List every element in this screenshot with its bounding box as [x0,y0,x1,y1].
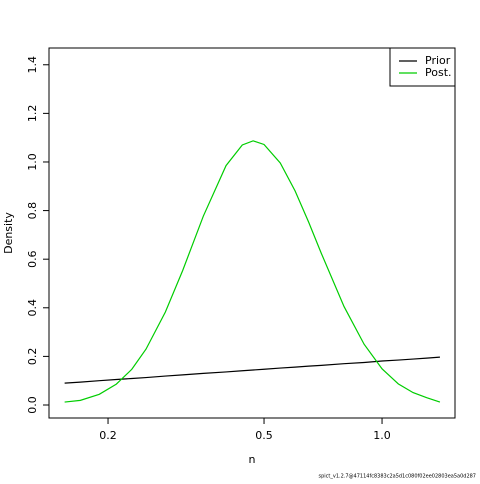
y-tick-label: 1.4 [26,56,39,74]
y-axis-label: Density [2,212,15,254]
x-tick-label: 0.5 [255,429,273,442]
series-line [64,356,440,384]
y-tick-label: 0.8 [26,202,39,220]
y-tick-label: 0.6 [26,250,39,268]
plot-box [48,47,456,419]
legend-box [389,47,456,87]
y-tick-label: 0.0 [26,396,39,414]
x-tick-label: 1.0 [373,429,391,442]
legend-label: Post. [425,66,452,79]
y-tick-label: 0.2 [26,348,39,366]
y-tick-label: 1.0 [26,153,39,171]
y-tick-label: 0.4 [26,299,39,317]
y-tick-label: 1.2 [26,105,39,123]
series-line [64,140,441,403]
x-axis-label: n [249,453,256,466]
footer: spict_v1.2.7@47114fc8383c2a5d1c080f02ee0… [319,474,477,480]
legend-label: Prior [425,54,451,67]
x-tick-label: 0.2 [99,429,117,442]
